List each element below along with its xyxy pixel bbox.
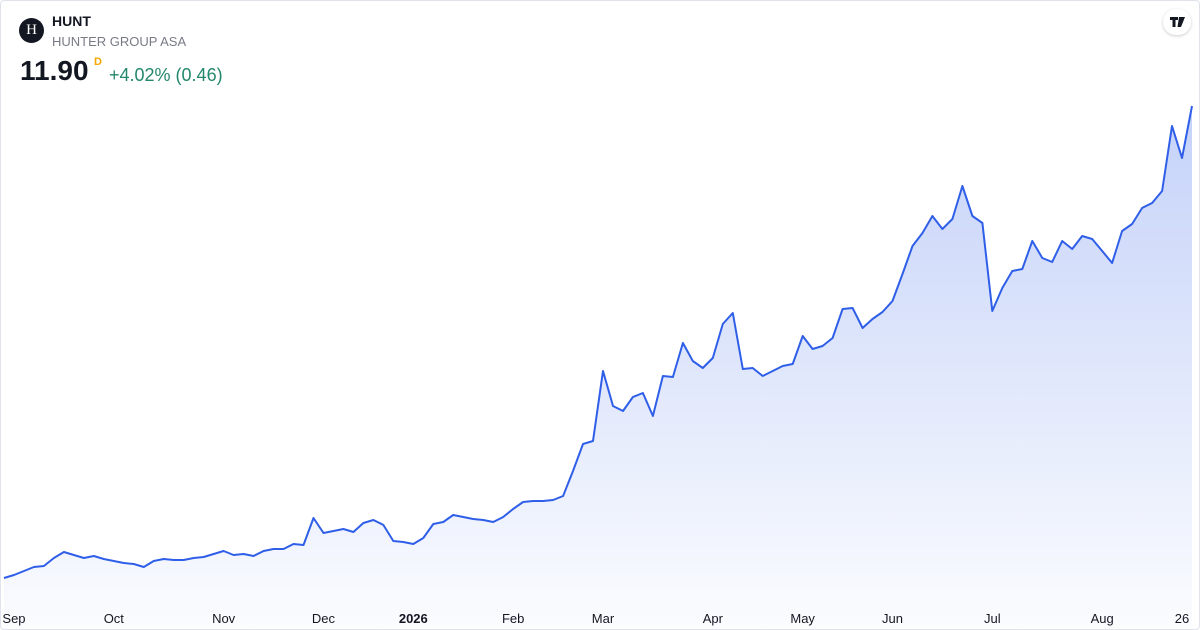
x-tick-label: 2026 bbox=[399, 611, 428, 626]
logo: H bbox=[19, 18, 44, 43]
change: +4.02% (0.46) bbox=[109, 65, 223, 85]
area-fill bbox=[4, 106, 1192, 629]
x-tick-label: Aug bbox=[1091, 611, 1114, 626]
x-tick-label: Sep bbox=[2, 611, 25, 626]
x-tick-label: Jun bbox=[882, 611, 903, 626]
x-tick-label: Apr bbox=[703, 611, 724, 626]
company-name: HUNTER GROUP ASA bbox=[52, 34, 187, 49]
price-line bbox=[3, 105, 1193, 579]
x-tick-label: May bbox=[790, 611, 815, 626]
x-tick-label: Jul bbox=[984, 611, 1001, 626]
x-tick-label: Oct bbox=[104, 611, 125, 626]
price: 11.90 bbox=[20, 55, 89, 86]
x-tick-label: Nov bbox=[212, 611, 236, 626]
brand-logo[interactable] bbox=[1163, 9, 1191, 35]
symbol[interactable]: HUNT bbox=[52, 13, 91, 29]
x-tick-label: Feb bbox=[502, 611, 524, 626]
brand-icon bbox=[1170, 17, 1185, 27]
interval: D bbox=[94, 56, 102, 68]
x-tick-label: Mar bbox=[592, 611, 615, 626]
x-tick-label: Dec bbox=[312, 611, 336, 626]
x-tick-label: 26 bbox=[1175, 611, 1189, 626]
